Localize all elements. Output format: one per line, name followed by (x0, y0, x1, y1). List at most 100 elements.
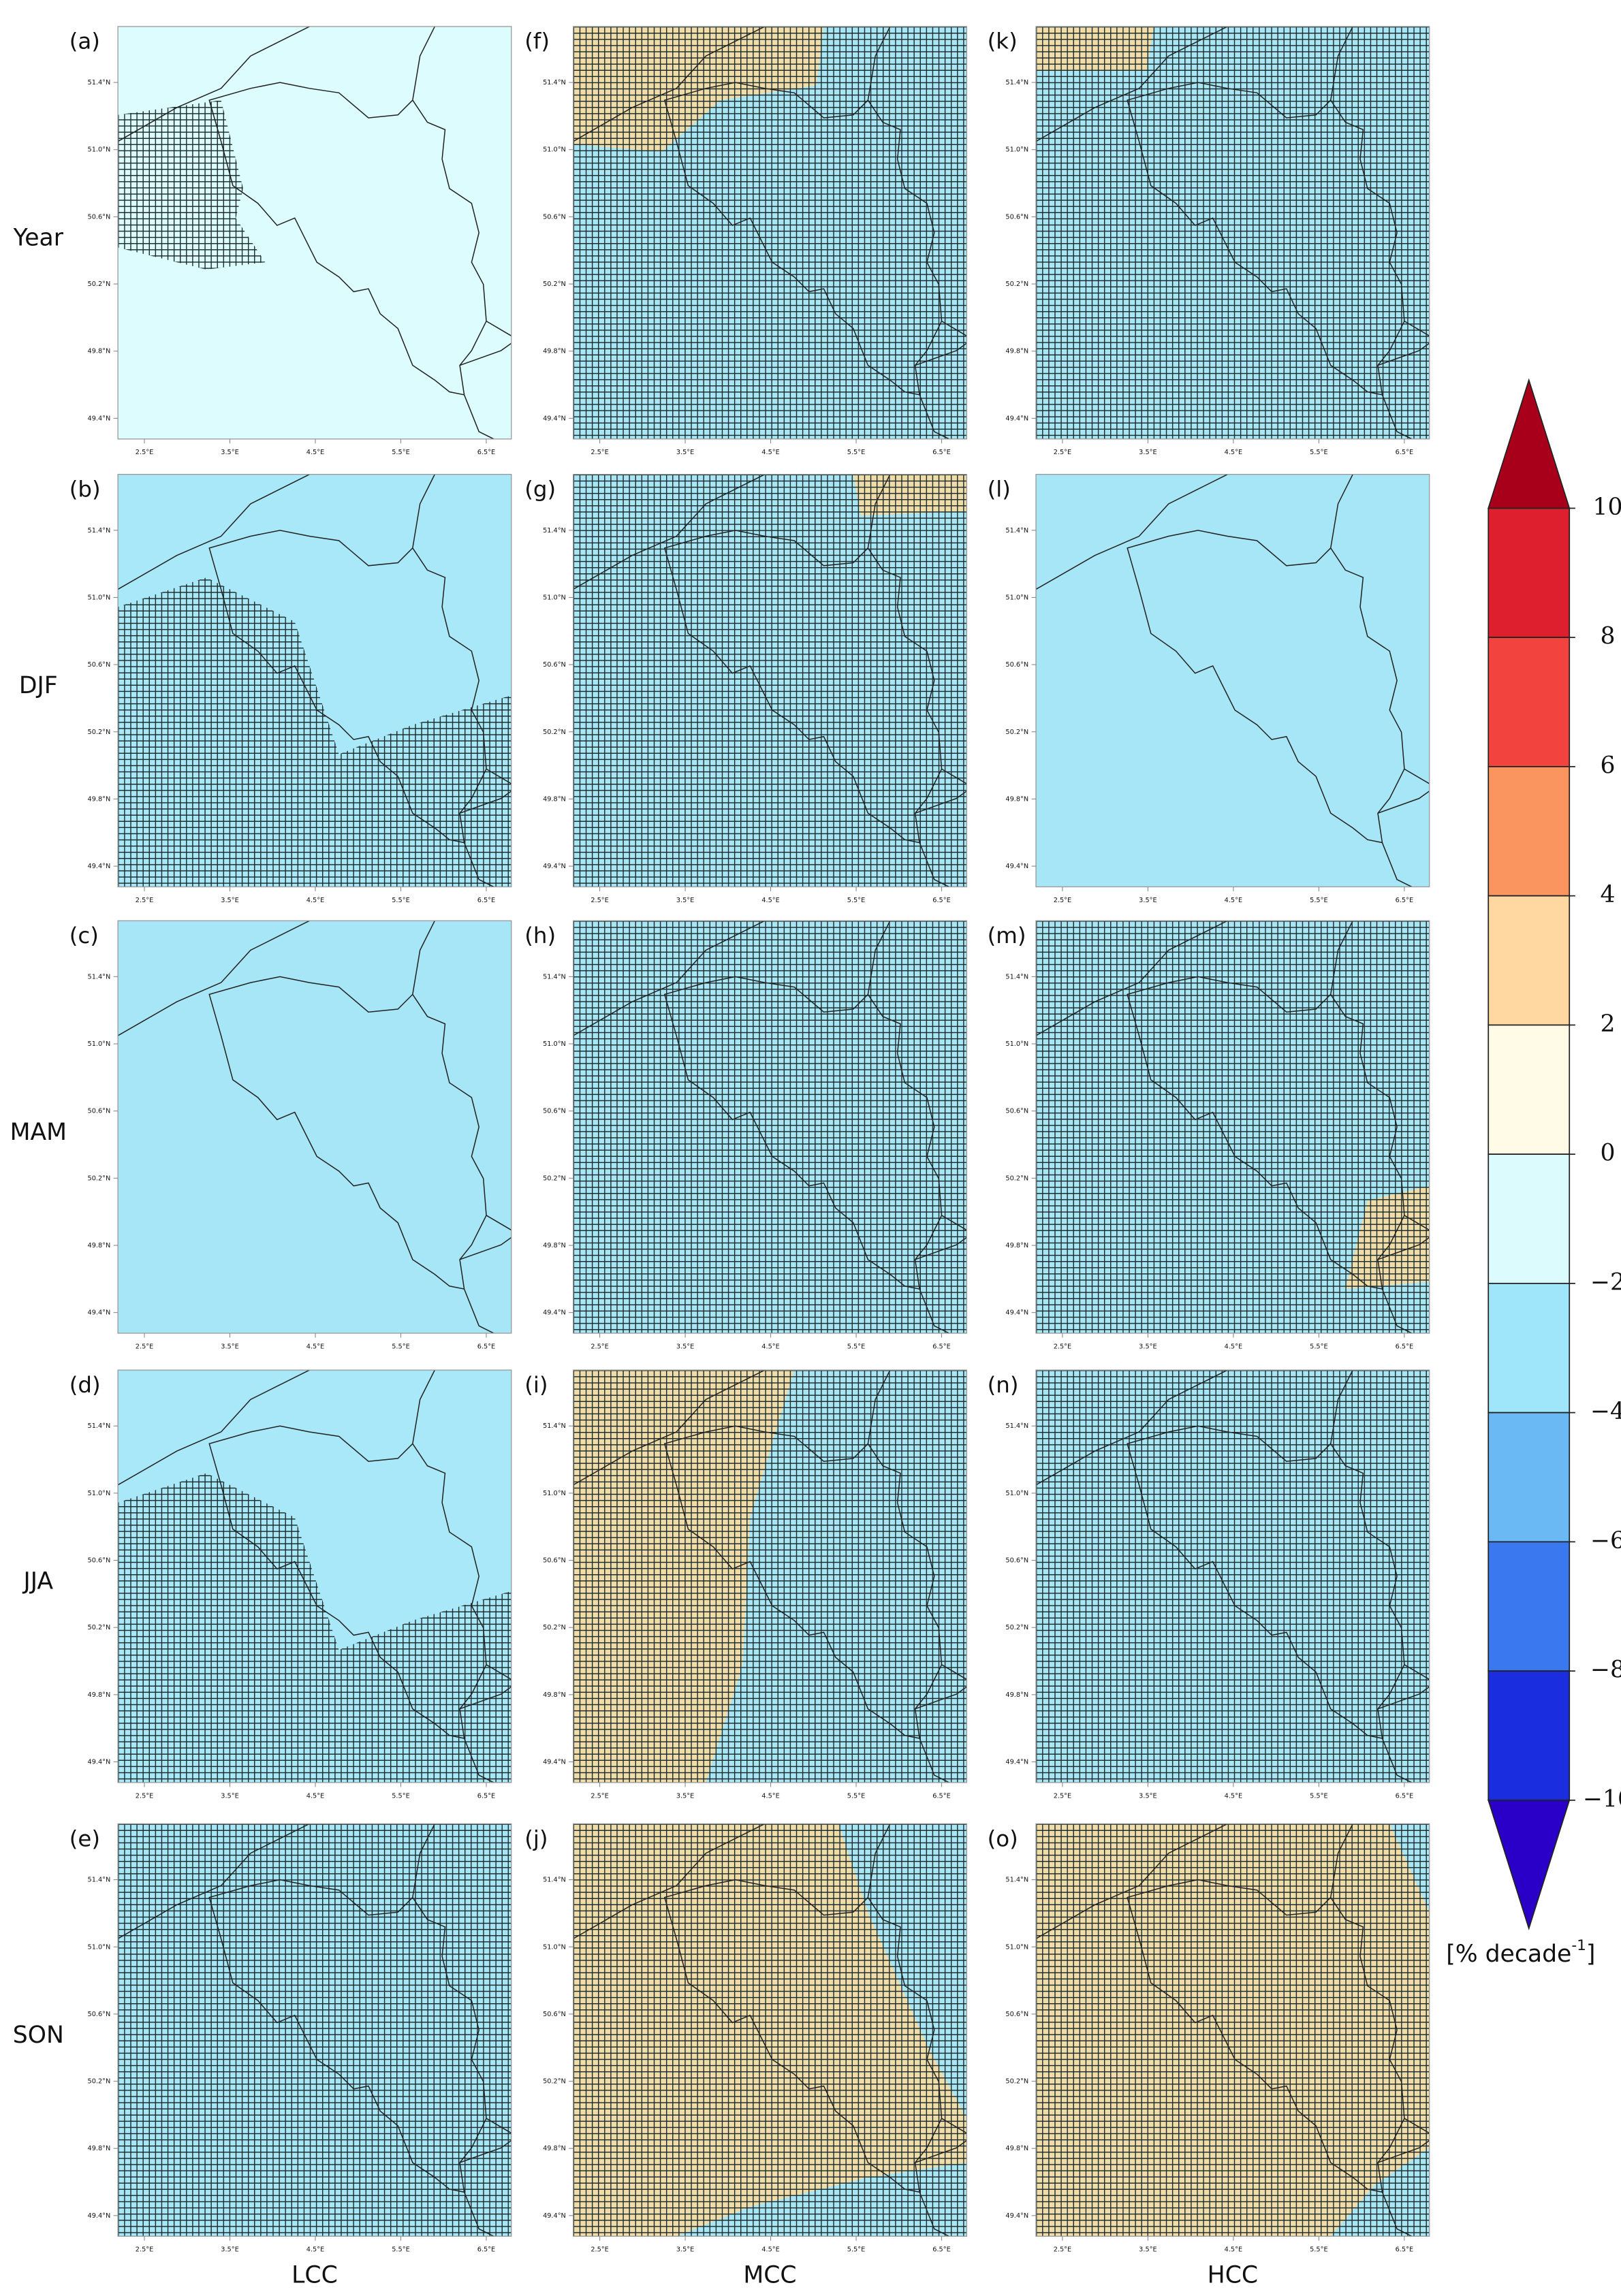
lat-tick-label: 49.4°N (1005, 1309, 1028, 1317)
lat-tick-label: 51.0°N (543, 594, 566, 601)
map-frame (573, 1369, 967, 1783)
map-content (1036, 1823, 1430, 2237)
map-panel (1035, 26, 1430, 440)
lon-tick-label: 5.5°E (847, 1792, 865, 1800)
lat-tick-label: 49.8°N (1005, 795, 1028, 803)
column-label: MCC (743, 2262, 796, 2289)
lon-tick-label: 6.5°E (1396, 2246, 1413, 2254)
map-frame (573, 26, 967, 440)
hatch-region (573, 474, 967, 887)
colorbar-tick-label: −10 (1583, 1785, 1621, 1813)
colorbar-segment (1488, 1670, 1571, 1801)
panel-label: (i) (524, 1372, 548, 1398)
map-panel (117, 1369, 512, 1783)
colorbar-segment (1488, 766, 1571, 897)
map-panel (573, 1823, 967, 2237)
map-panel (573, 1369, 967, 1783)
map-content (118, 1370, 512, 1783)
lon-tick-label: 5.5°E (1310, 1792, 1327, 1800)
lon-tick-label: 4.5°E (1225, 1792, 1242, 1800)
panel-label: (n) (988, 1372, 1019, 1398)
map-content (1036, 921, 1430, 1334)
lon-tick-label: 4.5°E (1225, 1343, 1242, 1350)
lon-tick-label: 4.5°E (1225, 449, 1242, 456)
lon-tick-label: 6.5°E (1396, 449, 1413, 456)
map-content (118, 1823, 512, 2237)
map-frame (1035, 474, 1430, 888)
lon-tick-label: 6.5°E (932, 1792, 950, 1800)
map-frame (117, 920, 512, 1334)
lon-tick-label: 2.5°E (1054, 1792, 1071, 1800)
lat-tick-label: 50.2°N (88, 1624, 111, 1631)
lon-tick-label: 2.5°E (136, 2246, 153, 2254)
unit-part: ] (1586, 1941, 1596, 1968)
lon-tick-label: 4.5°E (761, 449, 779, 456)
lat-tick-label: 50.6°N (88, 213, 111, 221)
lat-tick-label: 51.4°N (1005, 1877, 1028, 1884)
lat-tick-label: 51.0°N (543, 1490, 566, 1497)
panel-label: (m) (988, 923, 1026, 948)
lon-tick-label: 3.5°E (221, 1792, 238, 1800)
panel-label: (e) (69, 1825, 100, 1851)
lat-tick-label: 50.2°N (88, 281, 111, 288)
lon-tick-label: 5.5°E (1310, 2246, 1327, 2254)
lon-tick-label: 5.5°E (1310, 449, 1327, 456)
country-border (1036, 1823, 1430, 2237)
map-content (118, 26, 512, 439)
lat-tick-label: 51.4°N (543, 973, 566, 980)
map-content (573, 1370, 967, 1783)
lon-tick-label: 5.5°E (847, 1343, 865, 1350)
lat-tick-label: 49.4°N (1005, 1759, 1028, 1766)
lat-tick-label: 50.6°N (543, 1557, 566, 1565)
panel-label: (h) (524, 923, 556, 948)
lon-tick-label: 4.5°E (306, 1343, 324, 1350)
lon-tick-label: 2.5°E (591, 897, 608, 904)
lon-tick-label: 2.5°E (591, 1343, 608, 1350)
panel-label: (a) (69, 29, 100, 54)
lon-tick-label: 6.5°E (1396, 1792, 1413, 1800)
map-panel (117, 474, 512, 888)
map-panel (573, 26, 967, 440)
colorbar-segment (1488, 1283, 1571, 1414)
lon-tick-label: 3.5°E (676, 1343, 694, 1350)
lon-tick-label: 3.5°E (1139, 897, 1156, 904)
unit-part: -1 (1571, 1937, 1586, 1954)
lon-tick-label: 6.5°E (477, 449, 495, 456)
lat-tick-label: 51.4°N (88, 1877, 111, 1884)
lon-tick-label: 6.5°E (477, 897, 495, 904)
map-fill (1036, 474, 1430, 887)
lat-tick-label: 51.0°N (88, 1490, 111, 1497)
hatch-region (1036, 921, 1430, 1334)
map-frame (573, 920, 967, 1334)
map-content (1036, 26, 1430, 439)
row-label: JJA (22, 1568, 54, 1595)
panel-label: (j) (524, 1825, 548, 1851)
lat-tick-label: 49.4°N (543, 2212, 566, 2220)
lat-tick-label: 49.4°N (543, 1309, 566, 1317)
lon-tick-label: 2.5°E (1054, 897, 1071, 904)
colorbar-tick-label: 2 (1600, 1010, 1615, 1038)
lat-tick-label: 50.6°N (543, 1108, 566, 1115)
lat-tick-label: 49.4°N (543, 415, 566, 422)
lat-tick-label: 49.4°N (543, 1759, 566, 1766)
lon-tick-label: 6.5°E (932, 2246, 950, 2254)
hatch-region (118, 1823, 512, 2237)
lon-tick-label: 2.5°E (136, 449, 153, 456)
country-border (573, 1370, 967, 1783)
lat-tick-label: 49.8°N (88, 1691, 111, 1699)
map-panel (117, 26, 512, 440)
lon-tick-label: 5.5°E (392, 1792, 409, 1800)
colorbar-extend-top (1488, 378, 1571, 509)
map-content (1036, 474, 1430, 887)
lon-tick-label: 2.5°E (136, 897, 153, 904)
map-frame (117, 1823, 512, 2237)
lat-tick-label: 49.4°N (88, 1759, 111, 1766)
hatch-region (1036, 1823, 1430, 2237)
lon-tick-label: 3.5°E (221, 897, 238, 904)
colorbar-tick-label: −6 (1590, 1527, 1621, 1554)
lon-tick-label: 2.5°E (1054, 2246, 1071, 2254)
colorbar-tick-label: 10 (1592, 494, 1621, 521)
lon-tick-label: 6.5°E (1396, 897, 1413, 904)
lat-tick-label: 50.6°N (1005, 1557, 1028, 1565)
